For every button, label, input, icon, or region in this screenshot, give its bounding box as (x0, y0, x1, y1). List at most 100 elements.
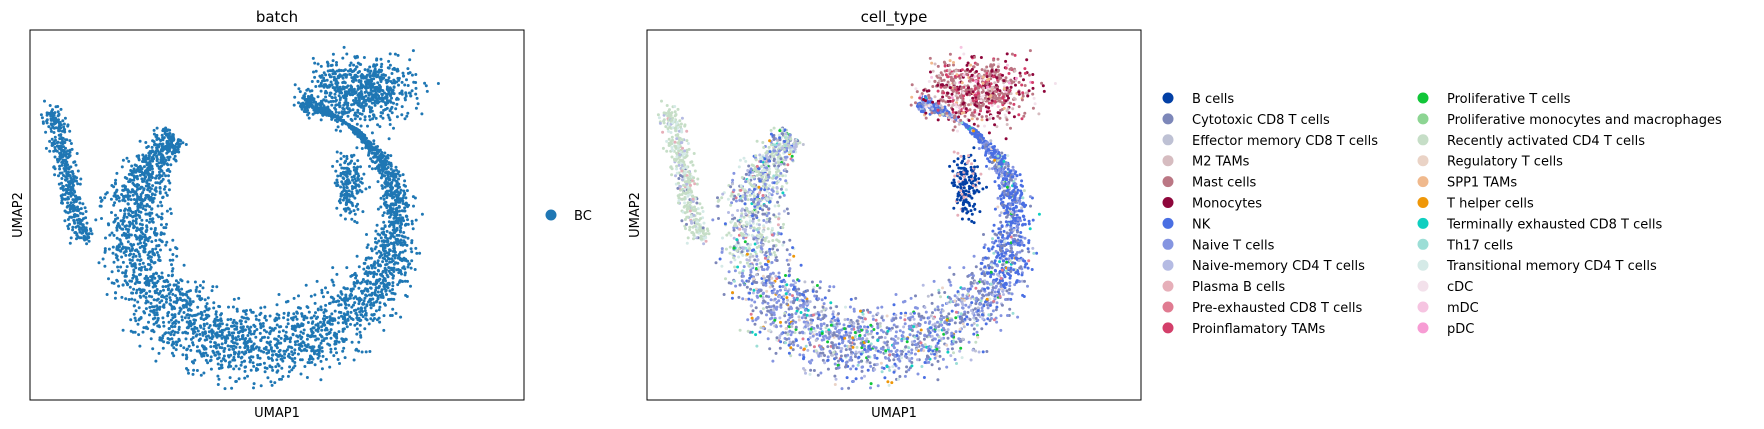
cell-point (929, 314, 933, 318)
cell-point (317, 326, 321, 330)
cell-point (149, 301, 153, 305)
cell-point (258, 362, 262, 366)
cell-point (381, 260, 385, 264)
cell-point (164, 243, 168, 247)
cell-point (123, 186, 127, 190)
cell-point (310, 321, 314, 325)
cell-point (199, 373, 203, 377)
cell-point (218, 324, 222, 328)
cell-point (168, 283, 172, 287)
cell-point (277, 316, 281, 320)
cell-point (187, 316, 191, 320)
cell-point (65, 183, 68, 187)
cell-point (69, 142, 73, 145)
cell-point (50, 137, 54, 141)
cell-point (124, 253, 128, 257)
cell-point (48, 139, 52, 143)
cell-point (303, 365, 307, 368)
cell-point (184, 143, 188, 146)
cell-point (357, 86, 361, 90)
cell-point (367, 151, 371, 155)
cell-point (241, 333, 245, 337)
cell-point (395, 239, 399, 243)
cell-point (101, 257, 105, 261)
cell-point (347, 192, 351, 196)
cell-point (79, 211, 82, 215)
cell-point (69, 179, 73, 183)
cell-point (376, 290, 380, 294)
cell-point (346, 168, 350, 172)
cell-point (238, 319, 242, 323)
cell-point (171, 133, 175, 137)
cell-point (281, 375, 285, 378)
cell-point (255, 345, 259, 349)
cell-point (361, 140, 365, 144)
cell-point (148, 313, 151, 317)
cell-point (415, 96, 419, 100)
cell-point (299, 358, 302, 362)
cell-point (386, 275, 390, 279)
cell-point (367, 143, 371, 147)
cell-point (165, 297, 168, 301)
cell-point (152, 132, 156, 136)
cell-point (170, 263, 173, 267)
cell-point (382, 244, 386, 248)
cell-point (173, 154, 177, 158)
cell-point (310, 360, 314, 364)
cell-point (316, 111, 320, 115)
cell-point (330, 63, 334, 67)
cell-point (166, 314, 170, 318)
cell-point (168, 170, 172, 173)
cell-point (249, 368, 253, 372)
cell-point (144, 230, 148, 234)
cell-point (286, 322, 290, 326)
cell-point (242, 352, 246, 356)
cell-point (196, 305, 200, 309)
cell-point (254, 335, 258, 339)
cell-point (316, 79, 320, 83)
cell-point (188, 313, 192, 317)
cell-point (231, 324, 235, 328)
cell-point (209, 355, 213, 359)
cell-point (368, 297, 372, 301)
cell-point (363, 306, 367, 310)
cell-point (385, 189, 389, 193)
cell-point (277, 293, 281, 296)
cell-point (204, 358, 208, 362)
cell-point (286, 354, 290, 358)
cell-point (364, 293, 368, 297)
cell-point (218, 305, 222, 309)
cell-point (291, 318, 295, 322)
cell-point (364, 350, 368, 354)
cell-point (377, 269, 380, 273)
cell-point (395, 268, 399, 272)
cell-point (170, 274, 174, 278)
cell-point (392, 195, 396, 199)
cell-point (253, 329, 257, 333)
cell-point (388, 215, 392, 219)
cell-point (324, 357, 328, 361)
cell-point (370, 131, 374, 135)
cell-point (380, 73, 384, 77)
cell-point (238, 345, 242, 349)
cell-point (161, 136, 165, 140)
cell-point (149, 309, 153, 313)
cell-point (341, 340, 345, 343)
cell-point (323, 337, 327, 341)
cell-point (246, 348, 250, 351)
cell-point (378, 305, 382, 309)
cell-point (353, 111, 357, 115)
cell-point (362, 299, 366, 303)
cell-point (352, 168, 356, 172)
cell-point (322, 295, 325, 299)
cell-point (861, 320, 865, 324)
cell-point (100, 217, 103, 220)
cell-point (402, 183, 406, 187)
cell-point (172, 354, 176, 358)
cell-point (194, 289, 198, 293)
cell-point (137, 333, 141, 337)
cell-point (336, 125, 340, 129)
cell-point (148, 305, 152, 309)
cell-point (69, 185, 73, 189)
cell-point (331, 59, 335, 63)
